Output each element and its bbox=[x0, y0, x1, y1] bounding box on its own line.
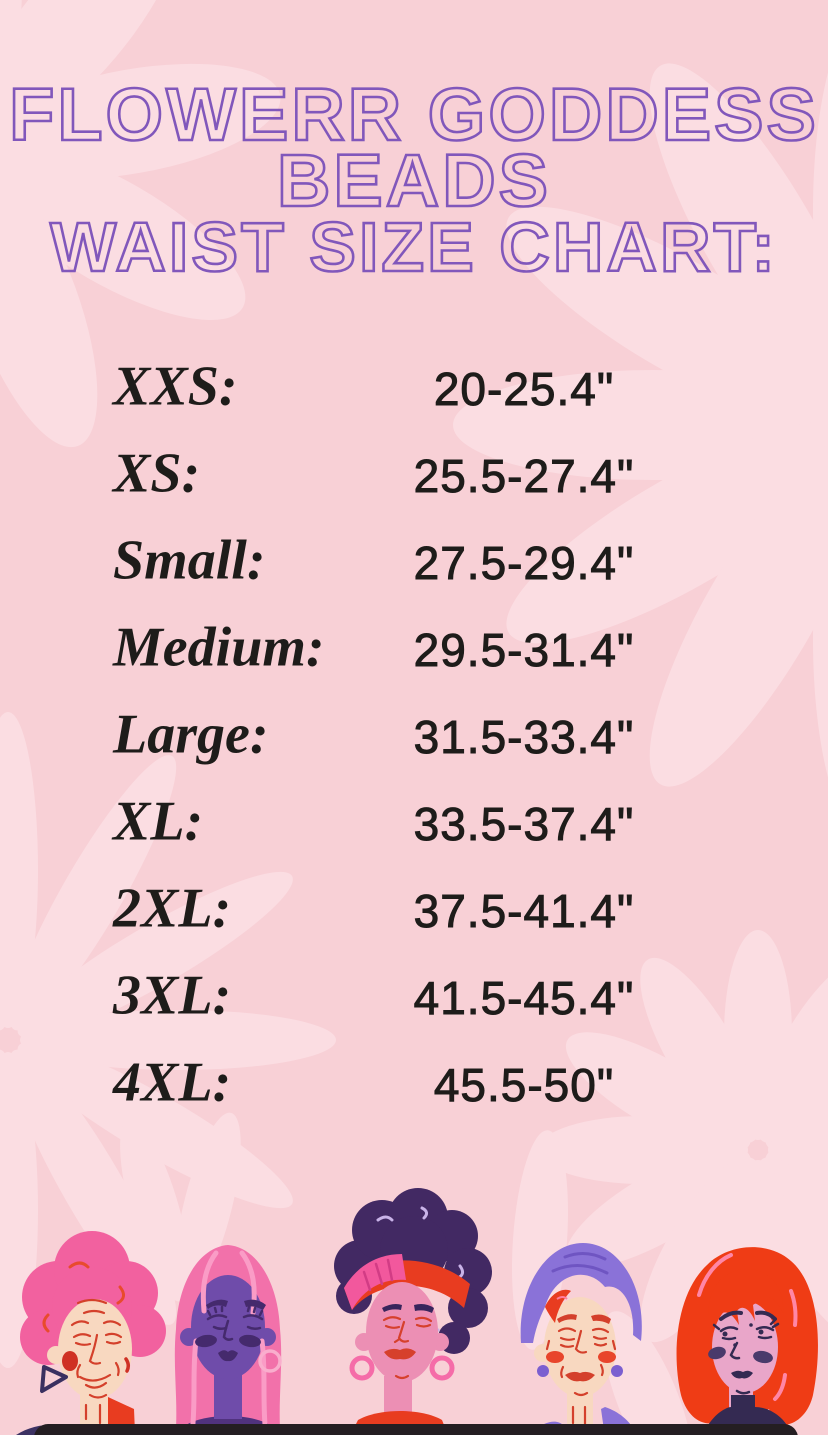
size-row: Small: 27.5-29.4" bbox=[0, 519, 828, 606]
woman-purple-skin-pink-hair-illustration bbox=[174, 1245, 282, 1435]
page-title: FLOWERR GODDESS BEADS WAIST SIZE CHART: bbox=[0, 73, 828, 286]
title-line-1: FLOWERR GODDESS bbox=[8, 73, 819, 156]
size-row: Medium: 29.5-31.4" bbox=[0, 606, 828, 693]
size-range-value: 41.5-45.4" bbox=[413, 971, 635, 1024]
size-label: Medium: bbox=[113, 615, 325, 678]
woman-purple-headscarf-illustration bbox=[520, 1243, 642, 1435]
size-range-value: 37.5-41.4" bbox=[413, 884, 635, 937]
size-row: 4XL: 45.5-50" bbox=[0, 1041, 828, 1128]
size-row: XL: 33.5-37.4" bbox=[0, 780, 828, 867]
size-row: XS: 25.5-27.4" bbox=[0, 432, 828, 519]
size-range-value: 25.5-27.4" bbox=[413, 449, 635, 502]
title-line-3: WAIST SIZE CHART: bbox=[49, 208, 778, 286]
size-row: XXS: 20-25.4" bbox=[0, 345, 828, 432]
women-illustration bbox=[16, 1188, 818, 1435]
size-range-value: 45.5-50" bbox=[433, 1058, 615, 1111]
size-range-value: 20-25.4" bbox=[433, 362, 615, 415]
size-label: XL: bbox=[113, 789, 204, 852]
size-range-value: 29.5-31.4" bbox=[413, 623, 635, 676]
flower-top-left bbox=[0, 0, 290, 464]
size-row: 2XL: 37.5-41.4" bbox=[0, 867, 828, 954]
woman-curly-updo-headband-illustration bbox=[334, 1188, 492, 1435]
flower-right bbox=[453, 38, 828, 840]
size-label: XXS: bbox=[113, 354, 238, 417]
woman-pink-updo-illustration bbox=[16, 1231, 166, 1435]
flower-left bbox=[0, 712, 336, 1368]
size-label: 3XL: bbox=[113, 963, 232, 1026]
bottom-dark-bar bbox=[34, 1424, 798, 1435]
size-label: XS: bbox=[113, 441, 201, 504]
flower-bottom-right bbox=[538, 930, 828, 1370]
size-table: XXS: 20-25.4" XS: 25.5-27.4" Small: 27.5-29.4… bbox=[0, 345, 828, 1128]
size-range-value: 33.5-37.4" bbox=[413, 797, 635, 850]
title-line-2: BEADS bbox=[276, 139, 552, 222]
size-row: Large: 31.5-33.4" bbox=[0, 693, 828, 780]
size-label: 2XL: bbox=[113, 876, 232, 939]
size-range-value: 31.5-33.4" bbox=[413, 710, 635, 763]
size-row: 3XL: 41.5-45.4" bbox=[0, 954, 828, 1041]
size-range-value: 27.5-29.4" bbox=[413, 536, 635, 589]
size-label: 4XL: bbox=[113, 1050, 232, 1113]
woman-red-bob-illustration bbox=[676, 1247, 818, 1435]
size-label: Large: bbox=[113, 702, 269, 765]
size-label: Small: bbox=[113, 528, 266, 591]
